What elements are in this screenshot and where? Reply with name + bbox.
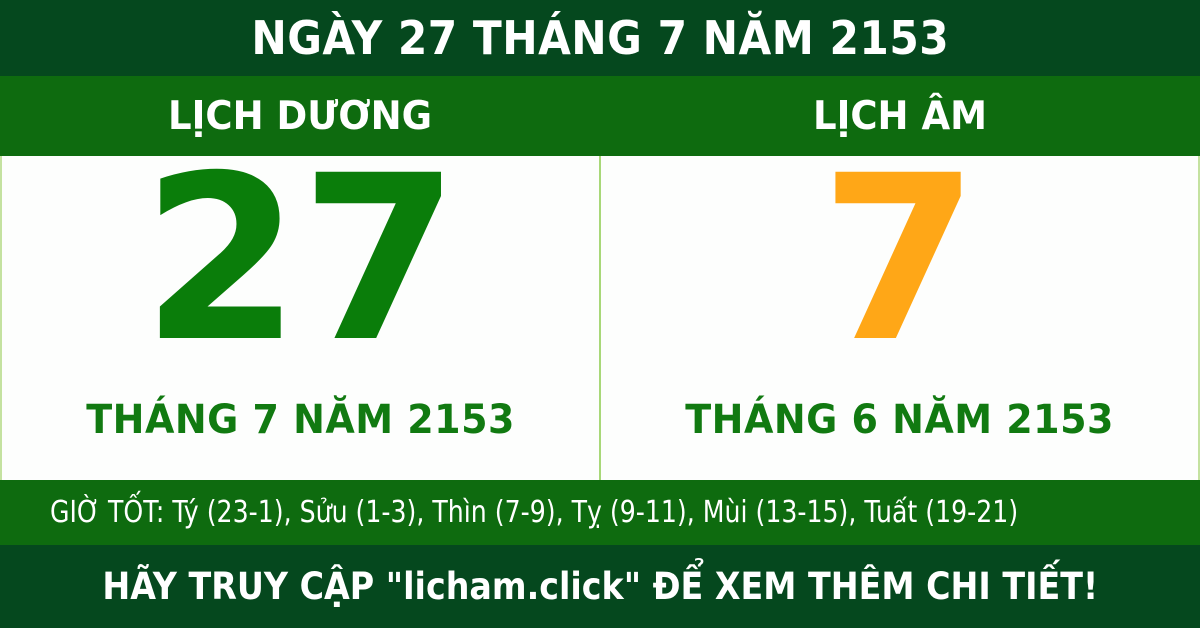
good-hours-text: GIỜ TỐT: Tý (23-1), Sửu (1-3), Thìn (7-9… bbox=[50, 495, 1019, 530]
header-bar: NGÀY 27 THÁNG 7 NĂM 2153 bbox=[0, 0, 1200, 76]
solar-panel: 27 THÁNG 7 NĂM 2153 bbox=[2, 142, 599, 480]
solar-calendar-label: LỊCH DƯƠNG bbox=[168, 93, 432, 139]
page-title: NGÀY 27 THÁNG 7 NĂM 2153 bbox=[251, 11, 949, 65]
good-hours-bar: GIỜ TỐT: Tý (23-1), Sửu (1-3), Thìn (7-9… bbox=[0, 480, 1200, 545]
footer-bar: HÃY TRUY CẬP "licham.click" ĐỂ XEM THÊM … bbox=[0, 545, 1200, 628]
solar-month-year: THÁNG 7 NĂM 2153 bbox=[86, 397, 515, 443]
calendar-type-bar: LỊCH DƯƠNG LỊCH ÂM bbox=[0, 76, 1200, 156]
lunar-panel: 7 THÁNG 6 NĂM 2153 bbox=[601, 142, 1198, 480]
footer-cta-text: HÃY TRUY CẬP "licham.click" ĐỂ XEM THÊM … bbox=[102, 565, 1098, 608]
lunar-month-year: THÁNG 6 NĂM 2153 bbox=[685, 397, 1114, 443]
lunar-calendar-label: LỊCH ÂM bbox=[812, 93, 988, 139]
solar-day-number: 27 bbox=[141, 126, 460, 392]
calendar-content: 27 THÁNG 7 NĂM 2153 7 THÁNG 6 NĂM 2153 bbox=[0, 142, 1200, 480]
lunar-day-number: 7 bbox=[820, 126, 979, 392]
panel-divider bbox=[599, 156, 601, 480]
